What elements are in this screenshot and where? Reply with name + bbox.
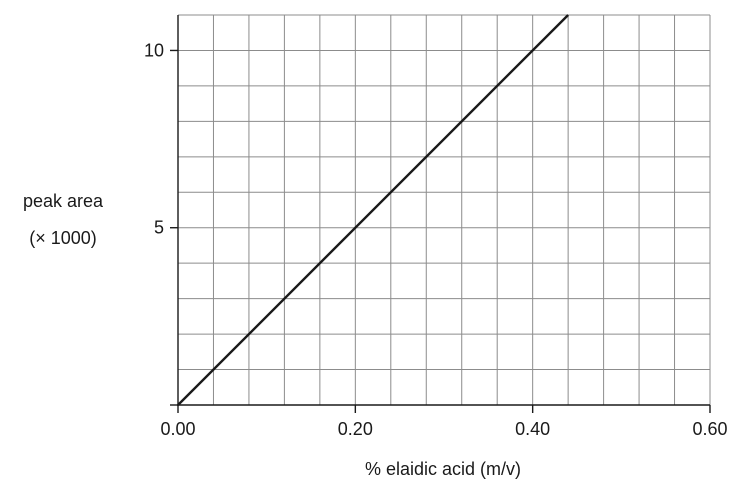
calibration-line — [177, 14, 569, 406]
series — [177, 14, 569, 406]
ticks: 0.00 0.20 0.40 0.60 5 10 — [144, 40, 728, 439]
y-axis-title-line2: (× 1000) — [29, 228, 97, 248]
x-tick-label: 0.60 — [692, 419, 727, 439]
x-tick-label: 0.40 — [515, 419, 550, 439]
x-axis-title: % elaidic acid (m/v) — [365, 459, 521, 479]
x-tick-label: 0.20 — [338, 419, 373, 439]
grid — [178, 14, 711, 405]
y-axis-title-line1: peak area — [23, 191, 104, 211]
y-tick-label: 5 — [154, 218, 164, 238]
x-tick-label: 0.00 — [160, 419, 195, 439]
axes — [177, 15, 710, 406]
y-tick-label: 10 — [144, 40, 164, 60]
